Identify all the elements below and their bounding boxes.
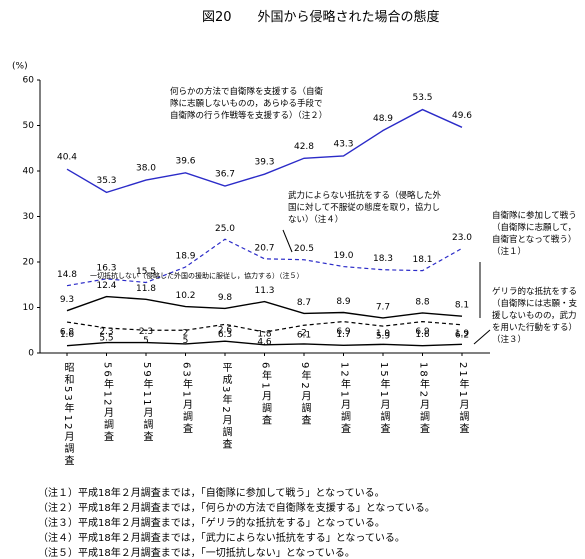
footnote: （注１）平成18年２月調査までは，「自衛隊に参加して戦う」となっている。	[38, 488, 385, 499]
data-label: 18.9	[175, 252, 195, 262]
x-tick-label: 59年11月調査	[141, 362, 152, 444]
x-tick-label: 21年1月調査	[457, 362, 468, 436]
data-label: 40.4	[57, 153, 77, 163]
data-label: 38.0	[136, 164, 156, 174]
data-label: 1.6	[415, 330, 430, 340]
data-label: 48.9	[373, 114, 393, 124]
data-label: 49.6	[452, 111, 472, 121]
data-label: 2.3	[99, 327, 113, 337]
data-label: 7.7	[376, 302, 390, 312]
data-label: 39.6	[175, 156, 195, 166]
x-tick-label: 15年1月調査	[378, 362, 389, 436]
callout	[473, 329, 491, 345]
y-tick-label: 0	[28, 349, 34, 359]
legend-label: 一切抵抗しない（侵略した外国の援助に服従し，協力する）（注５）	[90, 272, 304, 280]
footnote: （注２）平成18年２月調査までは，「何らかの方法で自衛隊を支援する」となっている…	[38, 503, 435, 514]
data-label: 16.3	[96, 263, 116, 273]
data-label: 8.7	[297, 298, 311, 308]
series-line	[66, 295, 463, 319]
data-label: 6.9	[336, 327, 351, 337]
data-label: 18.3	[373, 254, 393, 264]
x-tick-label: 12年1月調査	[338, 362, 350, 436]
data-label: 10.2	[175, 291, 195, 301]
data-label: 39.3	[254, 158, 274, 168]
data-label: 36.7	[215, 170, 235, 180]
data-label: 6.2	[455, 330, 469, 340]
legend-label: 自衛隊に参加して戦う（自衛隊に志願して，自衛官となって戦う）（注１）	[492, 211, 577, 257]
y-tick-label: 50	[23, 121, 35, 131]
data-label: 20.5	[294, 244, 314, 254]
y-tick-label: 10	[23, 303, 35, 313]
series-line	[66, 108, 463, 194]
data-label: 9.3	[60, 295, 74, 305]
data-label: 11.3	[254, 286, 274, 296]
data-label: 4.6	[257, 338, 272, 348]
footnote: （注３）平成18年２月調査までは，「ゲリラ的な抵抗をする」となっている。	[38, 518, 385, 529]
data-label: 14.8	[57, 270, 77, 280]
data-label: 20.7	[254, 243, 274, 253]
data-label: 35.3	[96, 176, 116, 186]
y-tick-label: 20	[23, 258, 35, 268]
y-tick-label: 30	[23, 212, 35, 222]
data-label: 25.0	[215, 224, 235, 234]
data-label: 1.7	[336, 330, 350, 340]
y-axis-label: (%)	[12, 62, 28, 72]
data-label: 1.9	[376, 329, 391, 339]
y-tick-label: 60	[23, 76, 35, 86]
series-line	[66, 238, 463, 287]
x-tick-label: 平成3年2月調査	[220, 362, 231, 451]
data-label: 42.8	[294, 142, 314, 152]
x-tick-label: 昭和53年12月調査	[62, 362, 73, 468]
data-label: 1.8	[257, 329, 272, 339]
footnote: （注５）平成18年２月調査までは，「一切抵抗しない」となっている。	[38, 548, 355, 559]
x-tick-label: 18年2月調査	[417, 362, 429, 436]
footnote: （注４）平成18年２月調査までは，「武力によらない抵抗をする」となっている。	[38, 533, 405, 544]
data-label: 9.8	[218, 293, 233, 303]
data-label: 8.1	[455, 301, 469, 311]
data-label: 19.0	[333, 251, 353, 261]
series-line	[66, 321, 463, 333]
data-label: 1.9	[455, 329, 470, 339]
data-label: 5.5	[99, 333, 113, 343]
series-line	[66, 340, 463, 347]
data-label: 5	[183, 336, 189, 346]
data-label: 23.0	[452, 233, 472, 243]
data-label: 12.4	[96, 281, 116, 291]
data-label: 2	[301, 328, 307, 338]
x-tick-label: 56年12月調査	[101, 362, 113, 444]
x-tick-label: 9年2月調査	[299, 362, 310, 427]
data-label: 2	[183, 328, 189, 338]
data-label: 1.6	[60, 330, 75, 340]
legend-label: 何らかの方法で自衛隊を支援する（自衛隊に志願しないものの，あらゆる手段で自衛隊の…	[170, 87, 328, 121]
data-label: 11.8	[136, 284, 156, 294]
data-label: 8.9	[336, 297, 351, 307]
y-tick-label: 40	[23, 167, 35, 177]
x-tick-label: 63年1月調査	[180, 362, 192, 436]
chart-title: 図20 外国から侵略された場合の態度	[202, 10, 440, 25]
data-label: 6.9	[415, 327, 430, 337]
data-label: 43.3	[333, 139, 353, 149]
data-label: 53.5	[412, 93, 432, 103]
data-label: 8.8	[415, 297, 430, 307]
data-label: 15.5	[136, 267, 156, 277]
data-label: 2.6	[218, 326, 233, 336]
data-label: 5.9	[376, 332, 391, 342]
data-label: 6.3	[218, 330, 232, 340]
data-label: 6.8	[60, 328, 75, 338]
x-tick-label: 6年1月調査	[259, 362, 271, 427]
data-label: 2.3	[139, 327, 153, 337]
data-label: 18.1	[412, 255, 432, 265]
data-label: 6.1	[297, 331, 311, 341]
callout	[282, 229, 293, 253]
legend-label: 武力によらない抵抗をする（侵略した外国に対して不服従の態度を取り，協力しない）（…	[288, 191, 442, 225]
data-label: 5	[143, 336, 149, 346]
legend-label: ゲリラ的な抵抗をする（自衛隊には志願・支援しないものの，武力を用いた行動をする）…	[492, 287, 578, 345]
